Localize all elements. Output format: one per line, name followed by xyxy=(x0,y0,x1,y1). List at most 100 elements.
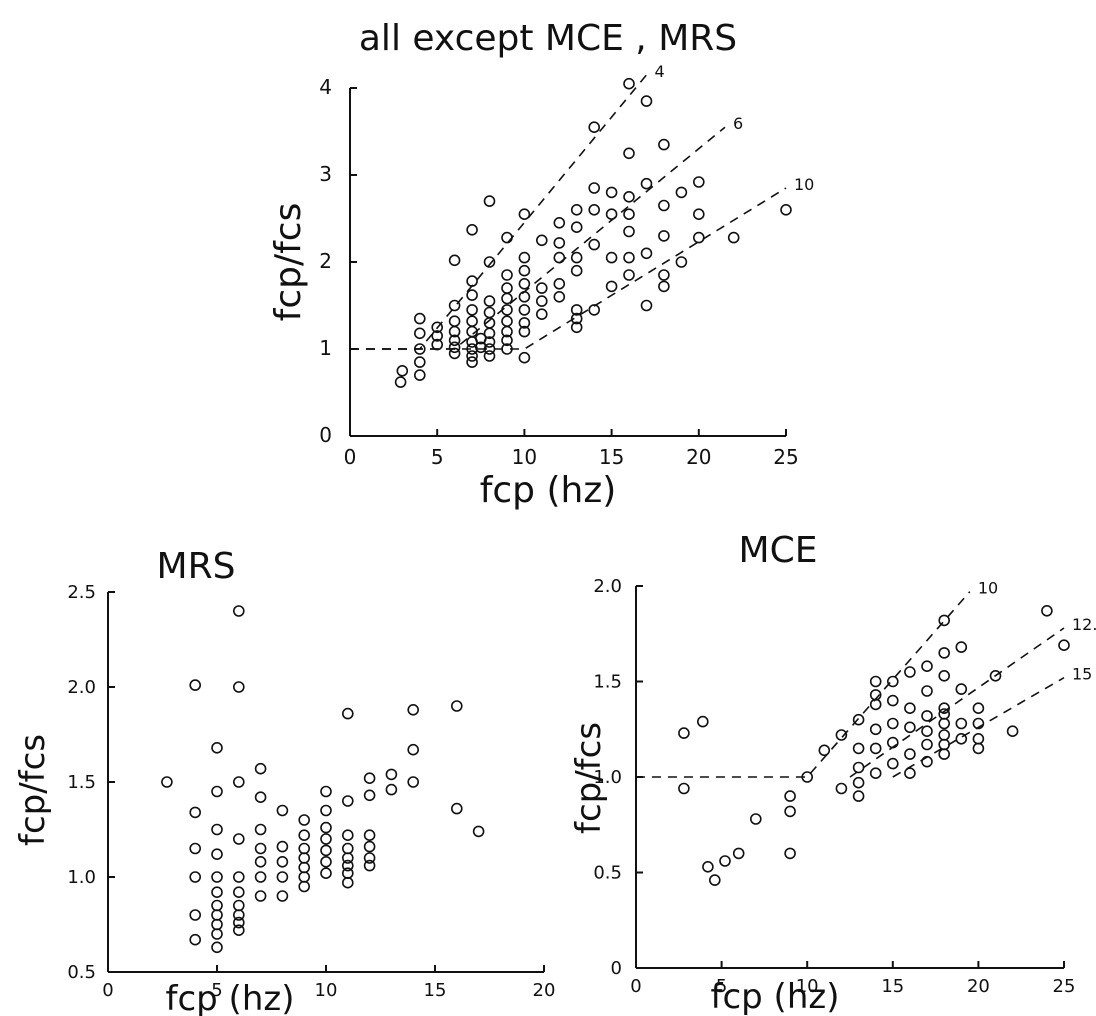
top-data-point xyxy=(518,317,531,329)
mce-data-point xyxy=(904,666,916,678)
top-data-point xyxy=(623,208,635,220)
mce-x-tick-label: 25 xyxy=(1053,976,1076,997)
top-line-label: 6 xyxy=(733,114,743,133)
mrs-data-point xyxy=(363,829,376,842)
mce-data-point xyxy=(869,698,882,711)
mce-data-point xyxy=(938,702,951,715)
mce-data-point xyxy=(835,782,848,795)
top-data-point xyxy=(501,334,513,347)
mrs-data-point xyxy=(233,916,245,929)
mce-data-point xyxy=(869,767,882,780)
top-data-point xyxy=(483,350,496,362)
mrs-data-point xyxy=(254,762,267,775)
mrs-data-point xyxy=(363,859,376,872)
top-data-point xyxy=(518,325,531,338)
mce-data-point xyxy=(869,742,882,755)
mrs-data-point xyxy=(211,886,223,899)
mrs-data-point xyxy=(320,804,332,817)
mce-data-point xyxy=(938,708,951,720)
mce-data-point xyxy=(784,805,796,818)
top-x-tick-label: 10 xyxy=(512,445,537,469)
top-data-point xyxy=(501,315,513,328)
mce-x-tick-label: 15 xyxy=(881,976,904,997)
top-data-point xyxy=(658,269,670,281)
mrs-data-point xyxy=(407,776,420,788)
mce-x-tick-label: 10 xyxy=(796,976,819,997)
mce-data-point xyxy=(921,710,933,722)
mce-data-point xyxy=(938,669,951,682)
mrs-data-point xyxy=(341,859,354,872)
chart-mrs-x-label: fcp (hz) xyxy=(166,979,295,1016)
mrs-data-point xyxy=(233,605,245,617)
mce-y-tick-label: 2.0 xyxy=(593,576,622,597)
top-data-point xyxy=(658,199,670,212)
mrs-data-point xyxy=(298,852,311,864)
mce-data-point xyxy=(678,727,690,739)
top-data-point xyxy=(553,217,566,229)
top-data-point xyxy=(535,282,548,294)
mrs-data-point xyxy=(298,861,311,874)
top-data-point xyxy=(553,290,566,303)
mce-data-point xyxy=(921,738,933,751)
top-data-point xyxy=(518,251,531,264)
mce-data-point xyxy=(904,721,916,734)
top-data-point xyxy=(483,336,496,348)
mrs-data-point xyxy=(363,852,376,864)
mce-line-label: 12.5 xyxy=(1072,615,1096,634)
mrs-data-point xyxy=(233,776,245,788)
chart-top-title: all except MCE , MRS xyxy=(359,18,737,59)
mrs-data-point xyxy=(211,785,223,798)
top-data-point xyxy=(474,341,487,354)
mrs-data-point xyxy=(341,795,354,807)
mrs-data-point xyxy=(254,855,267,868)
top-data-point xyxy=(466,356,478,368)
mrs-data-point xyxy=(276,871,289,883)
mce-x-tick-label: 5 xyxy=(716,976,727,997)
mce-data-point xyxy=(886,717,899,730)
mrs-data-point xyxy=(211,941,223,954)
top-data-point xyxy=(483,195,496,207)
top-data-point xyxy=(394,376,407,388)
mrs-data-point xyxy=(385,768,398,781)
mce-data-point xyxy=(938,717,951,730)
mce-data-point xyxy=(852,790,865,802)
mce-data-point xyxy=(886,675,899,688)
top-data-point xyxy=(553,251,566,264)
mce-data-point xyxy=(938,647,951,659)
mrs-data-point xyxy=(298,829,311,842)
top-data-point xyxy=(501,231,513,244)
top-data-point xyxy=(483,256,496,268)
chart-mrs-title: MRS xyxy=(157,546,236,587)
mrs-data-point xyxy=(189,933,201,946)
mce-data-point xyxy=(904,767,916,780)
top-data-point xyxy=(570,264,583,277)
mrs-y-tick-label: 1.5 xyxy=(67,772,96,793)
top-data-point xyxy=(413,369,426,381)
top-data-point xyxy=(570,204,583,216)
mce-data-point xyxy=(989,669,1002,682)
top-data-point xyxy=(570,321,583,334)
mrs-data-point xyxy=(472,825,485,838)
top-data-point xyxy=(605,251,618,264)
mrs-data-point xyxy=(363,789,376,802)
top-data-point xyxy=(640,177,653,190)
mrs-data-point xyxy=(254,871,267,883)
mce-data-point xyxy=(886,694,899,707)
mrs-data-point xyxy=(189,679,201,691)
top-data-point xyxy=(466,275,478,287)
mce-data-point xyxy=(1058,639,1070,652)
mrs-data-point xyxy=(189,909,201,921)
top-data-point xyxy=(605,280,618,293)
mrs-data-point xyxy=(233,681,245,693)
mrs-data-point xyxy=(211,918,223,931)
mce-data-point xyxy=(869,723,882,736)
top-x-tick-label: 20 xyxy=(686,445,711,469)
top-data-point xyxy=(413,327,426,340)
mrs-data-point xyxy=(407,703,420,716)
top-data-point xyxy=(675,256,688,268)
top-data-point xyxy=(431,338,444,351)
mce-data-point xyxy=(732,847,745,860)
mrs-data-point xyxy=(211,741,223,754)
mce-dashed-line-10 xyxy=(636,591,971,778)
top-data-point xyxy=(483,343,496,355)
